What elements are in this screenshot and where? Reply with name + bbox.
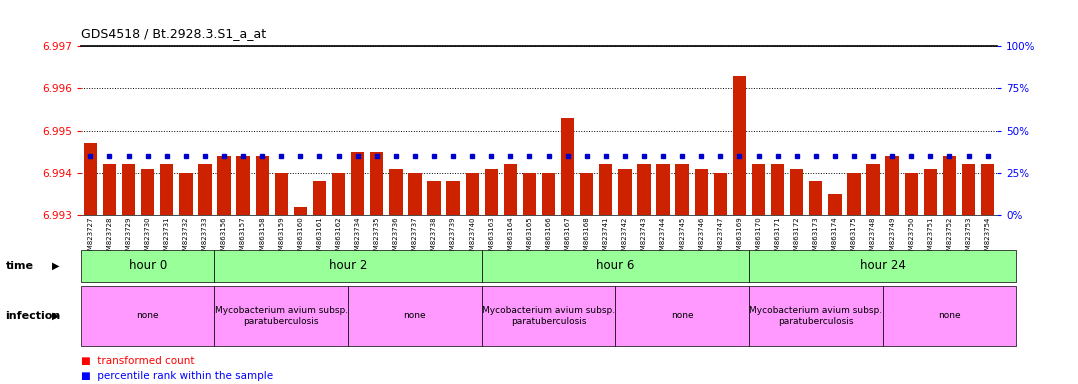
Text: Mycobacterium avium subsp.
paratuberculosis: Mycobacterium avium subsp. paratuberculo…: [215, 306, 348, 326]
Bar: [751, 164, 765, 215]
Bar: [542, 173, 555, 215]
Text: ■  transformed count: ■ transformed count: [81, 356, 194, 366]
Bar: [580, 173, 593, 215]
Bar: [503, 164, 517, 215]
Bar: [141, 169, 154, 215]
Bar: [275, 173, 288, 215]
Text: ▶: ▶: [52, 261, 59, 271]
Text: ▶: ▶: [52, 311, 59, 321]
Bar: [255, 156, 268, 215]
Text: hour 0: hour 0: [128, 260, 167, 272]
Bar: [293, 207, 307, 215]
Text: none: none: [938, 311, 960, 320]
Bar: [313, 181, 327, 215]
Bar: [84, 143, 97, 215]
Bar: [657, 164, 669, 215]
Bar: [847, 173, 860, 215]
Text: hour 24: hour 24: [859, 260, 906, 272]
Bar: [409, 173, 421, 215]
Bar: [122, 164, 135, 215]
Bar: [962, 164, 976, 215]
Bar: [943, 156, 956, 215]
Bar: [867, 164, 880, 215]
Bar: [828, 194, 842, 215]
Bar: [810, 181, 823, 215]
Bar: [885, 156, 899, 215]
Bar: [389, 169, 402, 215]
Bar: [102, 164, 116, 215]
Bar: [790, 169, 803, 215]
Bar: [771, 164, 785, 215]
Bar: [561, 118, 575, 215]
Bar: [733, 76, 746, 215]
Text: time: time: [5, 261, 33, 271]
Bar: [714, 173, 727, 215]
Bar: [370, 152, 384, 215]
Bar: [637, 164, 651, 215]
Bar: [218, 156, 231, 215]
Text: hour 2: hour 2: [329, 260, 368, 272]
Bar: [446, 181, 460, 215]
Bar: [694, 169, 708, 215]
Bar: [466, 173, 479, 215]
Text: Mycobacterium avium subsp.
paratuberculosis: Mycobacterium avium subsp. paratuberculo…: [749, 306, 883, 326]
Text: GDS4518 / Bt.2928.3.S1_a_at: GDS4518 / Bt.2928.3.S1_a_at: [81, 27, 266, 40]
Text: infection: infection: [5, 311, 60, 321]
Bar: [523, 173, 536, 215]
Text: none: none: [671, 311, 693, 320]
Bar: [198, 164, 211, 215]
Bar: [981, 164, 994, 215]
Bar: [676, 164, 689, 215]
Text: ■  percentile rank within the sample: ■ percentile rank within the sample: [81, 371, 273, 381]
Bar: [485, 169, 498, 215]
Bar: [179, 173, 193, 215]
Text: Mycobacterium avium subsp.
paratuberculosis: Mycobacterium avium subsp. paratuberculo…: [482, 306, 616, 326]
Bar: [618, 169, 632, 215]
Bar: [160, 164, 174, 215]
Bar: [332, 173, 345, 215]
Text: none: none: [136, 311, 158, 320]
Bar: [599, 164, 612, 215]
Bar: [236, 156, 250, 215]
Bar: [924, 169, 937, 215]
Bar: [351, 152, 364, 215]
Bar: [427, 181, 441, 215]
Text: none: none: [403, 311, 426, 320]
Bar: [904, 173, 918, 215]
Text: hour 6: hour 6: [596, 260, 635, 272]
